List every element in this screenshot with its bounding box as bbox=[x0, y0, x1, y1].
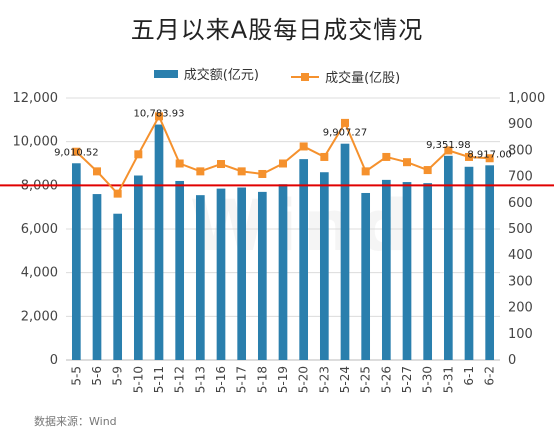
volume-point bbox=[175, 159, 184, 168]
bar-data-label: 9,351.98 bbox=[426, 140, 471, 151]
volume-point bbox=[485, 154, 494, 163]
x-tick-label: 5-25 bbox=[359, 366, 373, 393]
x-tick-label: 5-10 bbox=[131, 366, 145, 393]
y-right-tick-label: 0 bbox=[508, 353, 516, 368]
y-left-tick-label: 0 bbox=[50, 353, 58, 368]
x-tick-label: 5-27 bbox=[400, 366, 414, 393]
y-right-tick-label: 200 bbox=[508, 301, 533, 316]
source-note: 数据来源：Wind bbox=[34, 415, 117, 428]
y-right-tick-label: 1,000 bbox=[508, 91, 545, 106]
bar bbox=[443, 155, 453, 360]
x-tick-label: 5-5 bbox=[69, 366, 83, 386]
x-tick-label: 5-6 bbox=[90, 366, 104, 386]
x-tick-label: 5-12 bbox=[173, 366, 187, 393]
legend-label-amount: 成交额(亿元) bbox=[183, 68, 259, 83]
x-tick-label: 5-9 bbox=[111, 366, 125, 386]
volume-point bbox=[196, 167, 205, 176]
volume-point bbox=[382, 152, 391, 161]
x-tick-label: 5-23 bbox=[317, 366, 331, 393]
y-right-tick-label: 400 bbox=[508, 248, 533, 263]
x-tick-label: 5-30 bbox=[421, 366, 435, 393]
volume-point bbox=[113, 189, 122, 198]
bar bbox=[237, 187, 247, 360]
y-right-tick-label: 100 bbox=[508, 327, 533, 342]
y-right-tick-label: 300 bbox=[508, 274, 533, 289]
legend-line-swatch bbox=[291, 72, 320, 81]
x-tick-label: 6-2 bbox=[483, 366, 497, 386]
bar bbox=[175, 180, 185, 360]
y-left-tick-label: 10,000 bbox=[13, 135, 59, 150]
x-tick-label: 5-18 bbox=[255, 366, 269, 393]
x-tick-label: 5-31 bbox=[441, 366, 455, 393]
bar-data-label: 9,907.27 bbox=[323, 128, 368, 139]
volume-point bbox=[320, 152, 329, 161]
volume-point bbox=[279, 159, 287, 168]
volume-point bbox=[93, 167, 101, 176]
bar-data-label: 8,917.00 bbox=[467, 149, 512, 160]
x-tick-label: 5-11 bbox=[152, 366, 166, 393]
bar bbox=[402, 182, 412, 360]
y-left-tick-label: 4,000 bbox=[21, 266, 58, 281]
volume-point bbox=[465, 152, 473, 161]
legend-bar-swatch bbox=[153, 69, 178, 78]
x-tick-label: 6-1 bbox=[462, 366, 476, 386]
bar bbox=[133, 175, 143, 360]
volume-point bbox=[444, 146, 453, 155]
y-right-tick-label: 700 bbox=[508, 170, 533, 185]
x-tick-label: 5-24 bbox=[338, 366, 352, 393]
bar bbox=[381, 179, 391, 360]
volume-point bbox=[258, 169, 267, 178]
x-tick-label: 5-26 bbox=[379, 366, 393, 393]
bar bbox=[485, 165, 495, 360]
volume-point bbox=[237, 167, 246, 176]
bar bbox=[71, 163, 81, 360]
volume-point bbox=[361, 167, 370, 176]
legend-item-amount: 成交额(亿元) bbox=[153, 64, 259, 83]
bar bbox=[257, 191, 267, 360]
volume-point bbox=[423, 166, 432, 175]
x-tick-label: 5-17 bbox=[235, 366, 249, 393]
bar bbox=[423, 183, 433, 360]
volume-point bbox=[134, 150, 143, 159]
bar bbox=[340, 143, 350, 360]
bar-data-label: 10,783.93 bbox=[134, 109, 185, 120]
bar bbox=[319, 172, 329, 360]
y-right-tick-label: 600 bbox=[508, 196, 533, 211]
x-tick-label: 5-19 bbox=[276, 366, 290, 393]
bar bbox=[92, 194, 102, 360]
y-left-tick-label: 2,000 bbox=[21, 309, 58, 324]
volume-point bbox=[155, 112, 163, 121]
legend-label-volume: 成交量(亿股) bbox=[325, 71, 401, 86]
legend-item-volume: 成交量(亿股) bbox=[291, 67, 400, 86]
y-left-tick-label: 6,000 bbox=[21, 222, 58, 237]
bar bbox=[195, 195, 205, 360]
bar bbox=[278, 184, 288, 360]
y-right-tick-label: 900 bbox=[508, 117, 533, 132]
bar bbox=[361, 192, 371, 360]
volume-point bbox=[72, 147, 81, 156]
y-right-tick-label: 500 bbox=[508, 222, 533, 237]
bar bbox=[464, 166, 474, 360]
bar bbox=[113, 213, 123, 360]
bar bbox=[154, 124, 164, 360]
bar bbox=[299, 159, 309, 360]
x-tick-label: 5-20 bbox=[297, 366, 311, 393]
y-right-tick-label: 800 bbox=[508, 143, 533, 158]
chart-title: 五月以来A股每日成交情况 bbox=[130, 16, 424, 44]
volume-point bbox=[299, 142, 308, 151]
x-tick-label: 5-16 bbox=[214, 366, 228, 393]
x-tick-label: 5-13 bbox=[193, 366, 207, 393]
volume-point bbox=[403, 158, 411, 167]
bar-data-label: 9,010.52 bbox=[54, 147, 99, 158]
legend: 成交额(亿元) 成交量(亿股) bbox=[0, 64, 554, 86]
bar bbox=[216, 188, 226, 360]
y-left-tick-label: 12,000 bbox=[13, 91, 59, 106]
volume-point bbox=[217, 160, 225, 169]
volume-point bbox=[341, 118, 349, 127]
